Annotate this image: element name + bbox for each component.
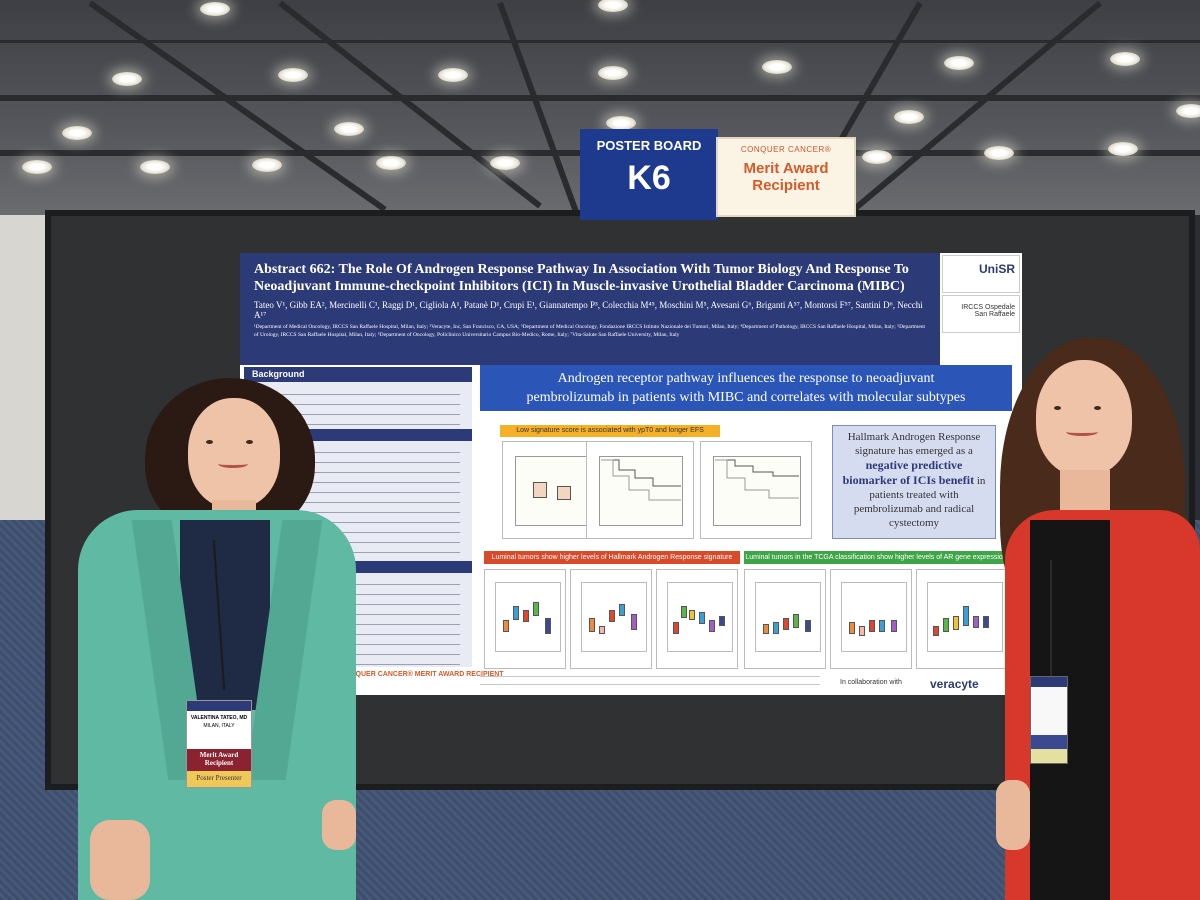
callout-part-3: in patients treated with pembrolizumab a… xyxy=(853,475,986,529)
boxplot-tcga-ar xyxy=(744,569,826,669)
references-text xyxy=(480,671,820,687)
poster-affiliations: ¹Department of Medical Oncology, IRCCS S… xyxy=(254,324,926,338)
poster-authors: Tateo V¹, Gibb EA², Mercinelli C¹, Raggi… xyxy=(254,300,923,320)
board-number: K6 xyxy=(627,159,671,197)
boxplot-gsc-ar xyxy=(830,569,912,669)
badge-ribbon-award: Merit Award Recipient xyxy=(187,749,251,771)
key-finding-banner: Androgen receptor pathway influences the… xyxy=(480,365,1012,411)
tcga-header: Luminal tumors in the TCGA classificatio… xyxy=(744,551,1008,564)
km-curve-lines xyxy=(601,459,681,501)
poster-header: Abstract 662: The Role Of Androgen Respo… xyxy=(240,253,940,365)
km-curve-signature xyxy=(586,441,694,539)
hospital-logo: IRCCS Ospedale San Raffaele xyxy=(942,295,1020,333)
badge-city: MILAN, ITALY xyxy=(203,723,235,729)
boxplot-gsc-signature xyxy=(570,569,652,669)
board-label: POSTER BOARD xyxy=(596,138,702,153)
poster-title: Abstract 662: The Role Of Androgen Respo… xyxy=(254,262,909,294)
boxplot-consensus-ar xyxy=(916,569,1008,669)
banner-line-2: pembrolizumab in patients with MIBC and … xyxy=(526,390,966,405)
background-header: Background xyxy=(244,367,472,382)
badge-ribbon-presenter: Poster Presenter xyxy=(187,771,251,787)
boxplot-consensus-signature xyxy=(656,569,738,669)
km-curve-lines-2 xyxy=(715,459,799,499)
merit-award-sign: CONQUER CANCER® Merit Award Recipient xyxy=(716,137,856,217)
callout-part-2: negative predictive biomarker of ICIs be… xyxy=(842,458,975,487)
callout-part-1: Hallmark Androgen Response signature has… xyxy=(847,431,981,457)
efs-header: Low signature score is associated with y… xyxy=(500,425,720,437)
boxplot-ypt0 xyxy=(502,441,602,539)
unisr-logo: UniSR xyxy=(942,255,1020,293)
boxplot-tcga-signature xyxy=(484,569,566,669)
conclusion-callout: Hallmark Androgen Response signature has… xyxy=(832,425,996,539)
poster-board-sign: POSTER BOARD K6 xyxy=(580,129,718,220)
collaboration-label: In collaboration with xyxy=(840,679,902,686)
conquer-cancer-logo: CONQUER CANCER® MERIT AWARD RECIPIENT xyxy=(340,671,504,678)
award-org: CONQUER CANCER® xyxy=(740,145,832,154)
banner-line-1: Androgen receptor pathway influences the… xyxy=(557,371,935,386)
luminal-header: Luminal tumors show higher levels of Hal… xyxy=(484,551,740,564)
award-text: Merit Award Recipient xyxy=(743,160,829,194)
name-badge-right xyxy=(1030,676,1068,764)
research-poster: Abstract 662: The Role Of Androgen Respo… xyxy=(240,253,1022,695)
badge-name: VALENTINA TATEO, MD xyxy=(190,715,248,721)
km-curve-quartiles xyxy=(700,441,812,539)
veracyte-logo: veracyte xyxy=(930,677,979,691)
name-badge-left: VALENTINA TATEO, MD MILAN, ITALY Merit A… xyxy=(186,700,252,788)
